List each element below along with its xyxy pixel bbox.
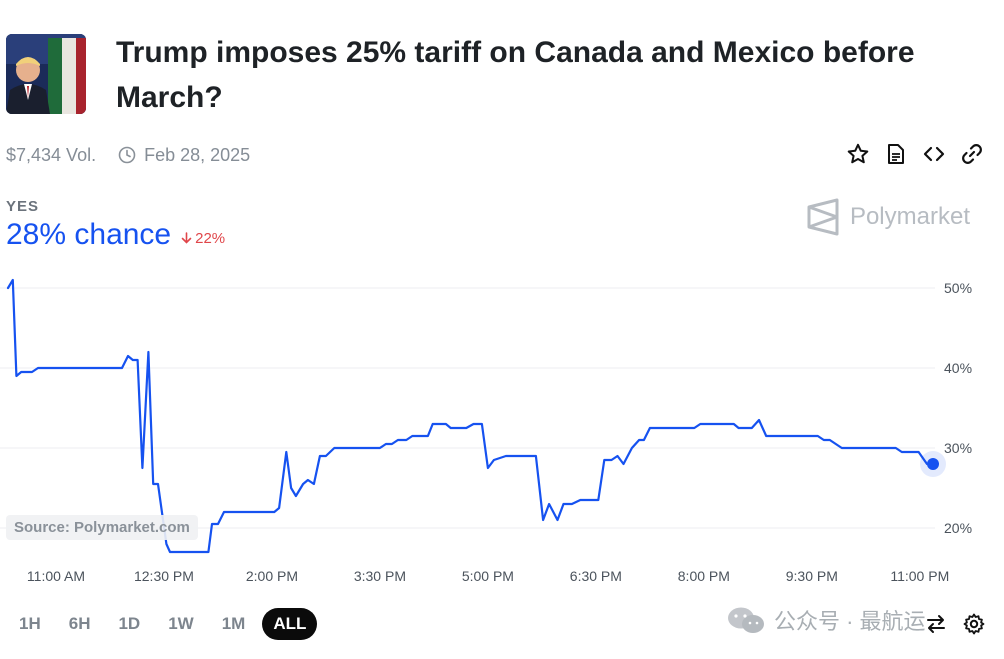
chance-row: 28% chance 22% <box>6 218 225 252</box>
series-line <box>6 278 935 554</box>
market-actions <box>846 142 984 166</box>
clock-icon <box>118 146 136 164</box>
range-button-1d[interactable]: 1D <box>107 608 151 640</box>
x-tick-label: 11:00 PM <box>890 568 949 584</box>
y-axis: 20% 30% 40% 50% <box>944 280 972 536</box>
settings-gear-icon[interactable] <box>962 612 986 636</box>
chart-series <box>6 278 946 554</box>
market-image-icon <box>6 34 86 114</box>
x-tick-label: 6:30 PM <box>570 568 622 584</box>
star-icon[interactable] <box>846 142 870 166</box>
end-date-text: Feb 28, 2025 <box>144 144 251 165</box>
y-tick-label: 20% <box>944 520 972 536</box>
x-tick-label: 3:30 PM <box>354 568 406 584</box>
document-icon[interactable] <box>884 142 908 166</box>
link-icon[interactable] <box>960 142 984 166</box>
y-tick-label: 30% <box>944 440 972 456</box>
x-tick-label: 5:00 PM <box>462 568 514 584</box>
x-tick-label: 11:00 AM <box>27 568 85 584</box>
chart-tools <box>924 612 986 636</box>
x-tick-label: 2:00 PM <box>246 568 298 584</box>
chance-value: 28% chance <box>6 218 172 251</box>
polymarket-logo-icon <box>807 198 839 236</box>
range-button-6h[interactable]: 6H <box>58 608 102 640</box>
range-button-1w[interactable]: 1W <box>157 608 205 640</box>
x-axis: 11:00 AM 12:30 PM 2:00 PM 3:30 PM 5:00 PM 6:3… <box>27 568 949 584</box>
x-tick-label: 9:30 PM <box>786 568 838 584</box>
market-thumbnail <box>6 34 86 114</box>
price-chart[interactable]: 20% 30% 40% 50% 11:00 AM 12:30 PM 2:00 PM 3:30… <box>0 270 1004 590</box>
volume-text: $7,434 Vol. <box>6 144 97 165</box>
swap-icon[interactable] <box>924 612 948 636</box>
y-tick-label: 40% <box>944 360 972 376</box>
range-button-all[interactable]: ALL <box>262 608 318 640</box>
range-button-1h[interactable]: 1H <box>8 608 52 640</box>
time-range-selector: 1H 6H 1D 1W 1M ALL <box>8 608 318 640</box>
arrow-down-icon <box>181 232 192 244</box>
x-tick-label: 8:00 PM <box>678 568 730 584</box>
watermark-text: 公众号 · 最航运 <box>774 609 926 634</box>
chance-change-value: 22% <box>195 229 226 247</box>
y-tick-label: 50% <box>944 280 972 296</box>
watermark: 公众号 · 最航运 <box>726 604 926 636</box>
brand-name: Polymarket <box>849 203 970 230</box>
source-label: Source: Polymarket.com <box>6 515 198 540</box>
outcome-label: YES <box>6 198 40 215</box>
x-tick-label: 12:30 PM <box>134 568 194 584</box>
range-button-1m[interactable]: 1M <box>211 608 257 640</box>
chance-change: 22% <box>181 230 225 247</box>
market-title: Trump imposes 25% tariff on Canada and M… <box>116 36 915 114</box>
code-icon[interactable] <box>922 142 946 166</box>
market-meta: $7,434 Vol. Feb 28, 2025 <box>6 143 250 167</box>
wechat-icon <box>728 607 764 633</box>
polymarket-brand: Polymarket <box>806 198 970 236</box>
last-point-marker[interactable] <box>927 458 939 470</box>
